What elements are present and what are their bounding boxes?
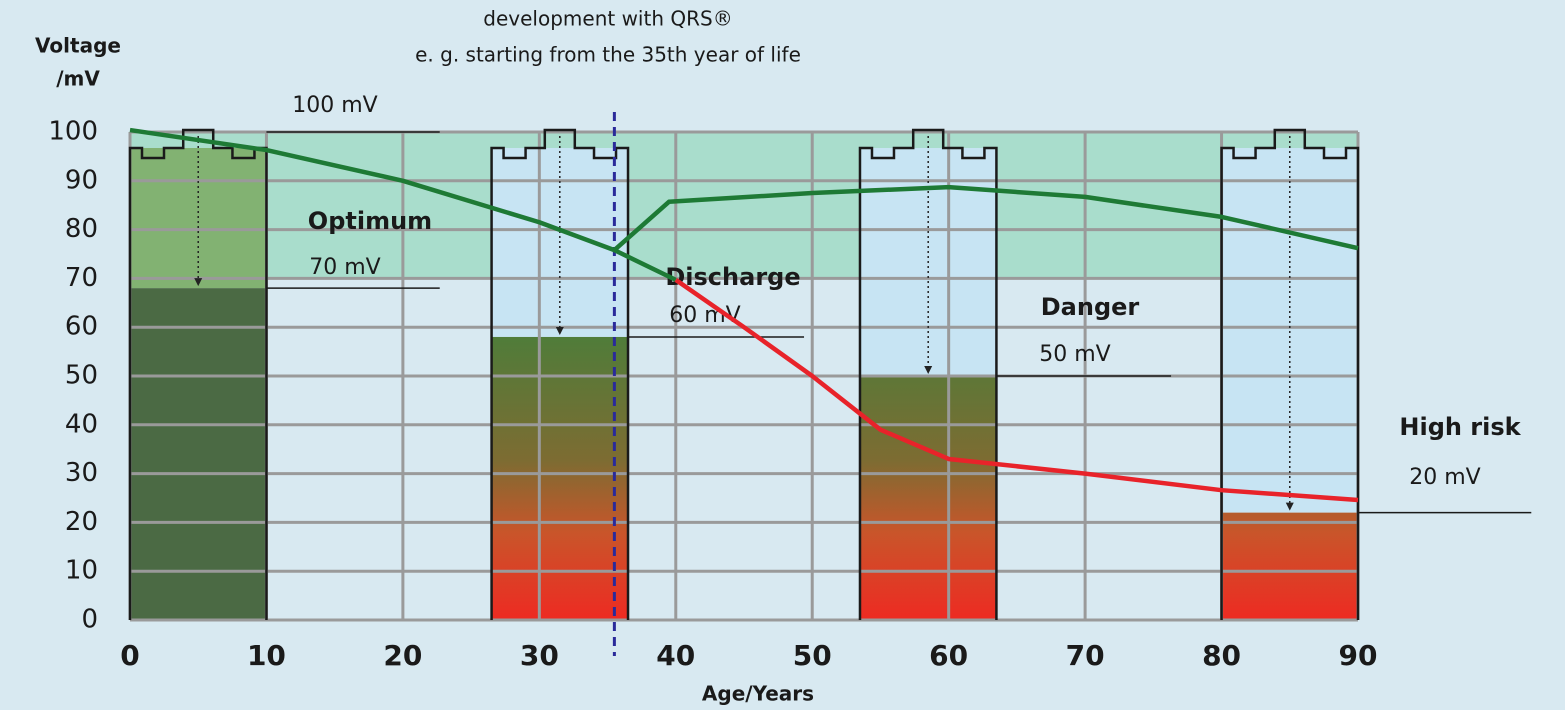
y-tick-label: 70 (65, 263, 98, 293)
y-tick-label: 60 (65, 312, 98, 342)
x-tick-label: 10 (247, 639, 286, 672)
zone-label: Danger (1041, 293, 1140, 321)
x-tick-label: 60 (929, 639, 968, 672)
x-tick-label: 40 (656, 639, 695, 672)
x-axis-title: Age/Years (702, 682, 814, 706)
zone-label: High risk (1399, 413, 1521, 441)
x-tick-label: 70 (1066, 639, 1105, 672)
note: development with QRS® (483, 7, 732, 31)
x-tick-label: 80 (1202, 639, 1241, 672)
threshold-label: 100 mV (292, 93, 377, 118)
y-tick-label: 10 (65, 556, 98, 586)
x-tick-label: 90 (1339, 639, 1378, 672)
y-tick-label: 20 (65, 507, 98, 537)
bar (492, 337, 628, 620)
bar (860, 376, 996, 620)
y-tick-label: 50 (65, 361, 98, 391)
y-tick-label: 40 (65, 409, 98, 439)
x-tick-label: 0 (120, 639, 139, 672)
y-axis-title: Voltage (35, 34, 121, 58)
threshold-label: 70 mV (309, 255, 380, 280)
x-tick-label: 20 (383, 639, 422, 672)
zone-label: Optimum (308, 207, 432, 235)
x-tick-label: 30 (520, 639, 559, 672)
y-tick-label: 90 (65, 165, 98, 195)
bar (1222, 513, 1358, 620)
note: e. g. starting from the 35th year of lif… (415, 43, 801, 67)
threshold-label: 20 mV (1409, 465, 1480, 490)
threshold-label: 50 mV (1039, 342, 1110, 367)
x-tick-label: 50 (793, 639, 832, 672)
y-tick-label: 80 (65, 214, 98, 244)
y-tick-label: 30 (65, 458, 98, 488)
y-tick-label: 0 (81, 605, 98, 635)
y-axis-title: /mV (56, 67, 100, 91)
chart: Voltage /mV development with QRS® e. g. … (0, 0, 1565, 710)
y-tick-label: 100 (48, 117, 98, 147)
